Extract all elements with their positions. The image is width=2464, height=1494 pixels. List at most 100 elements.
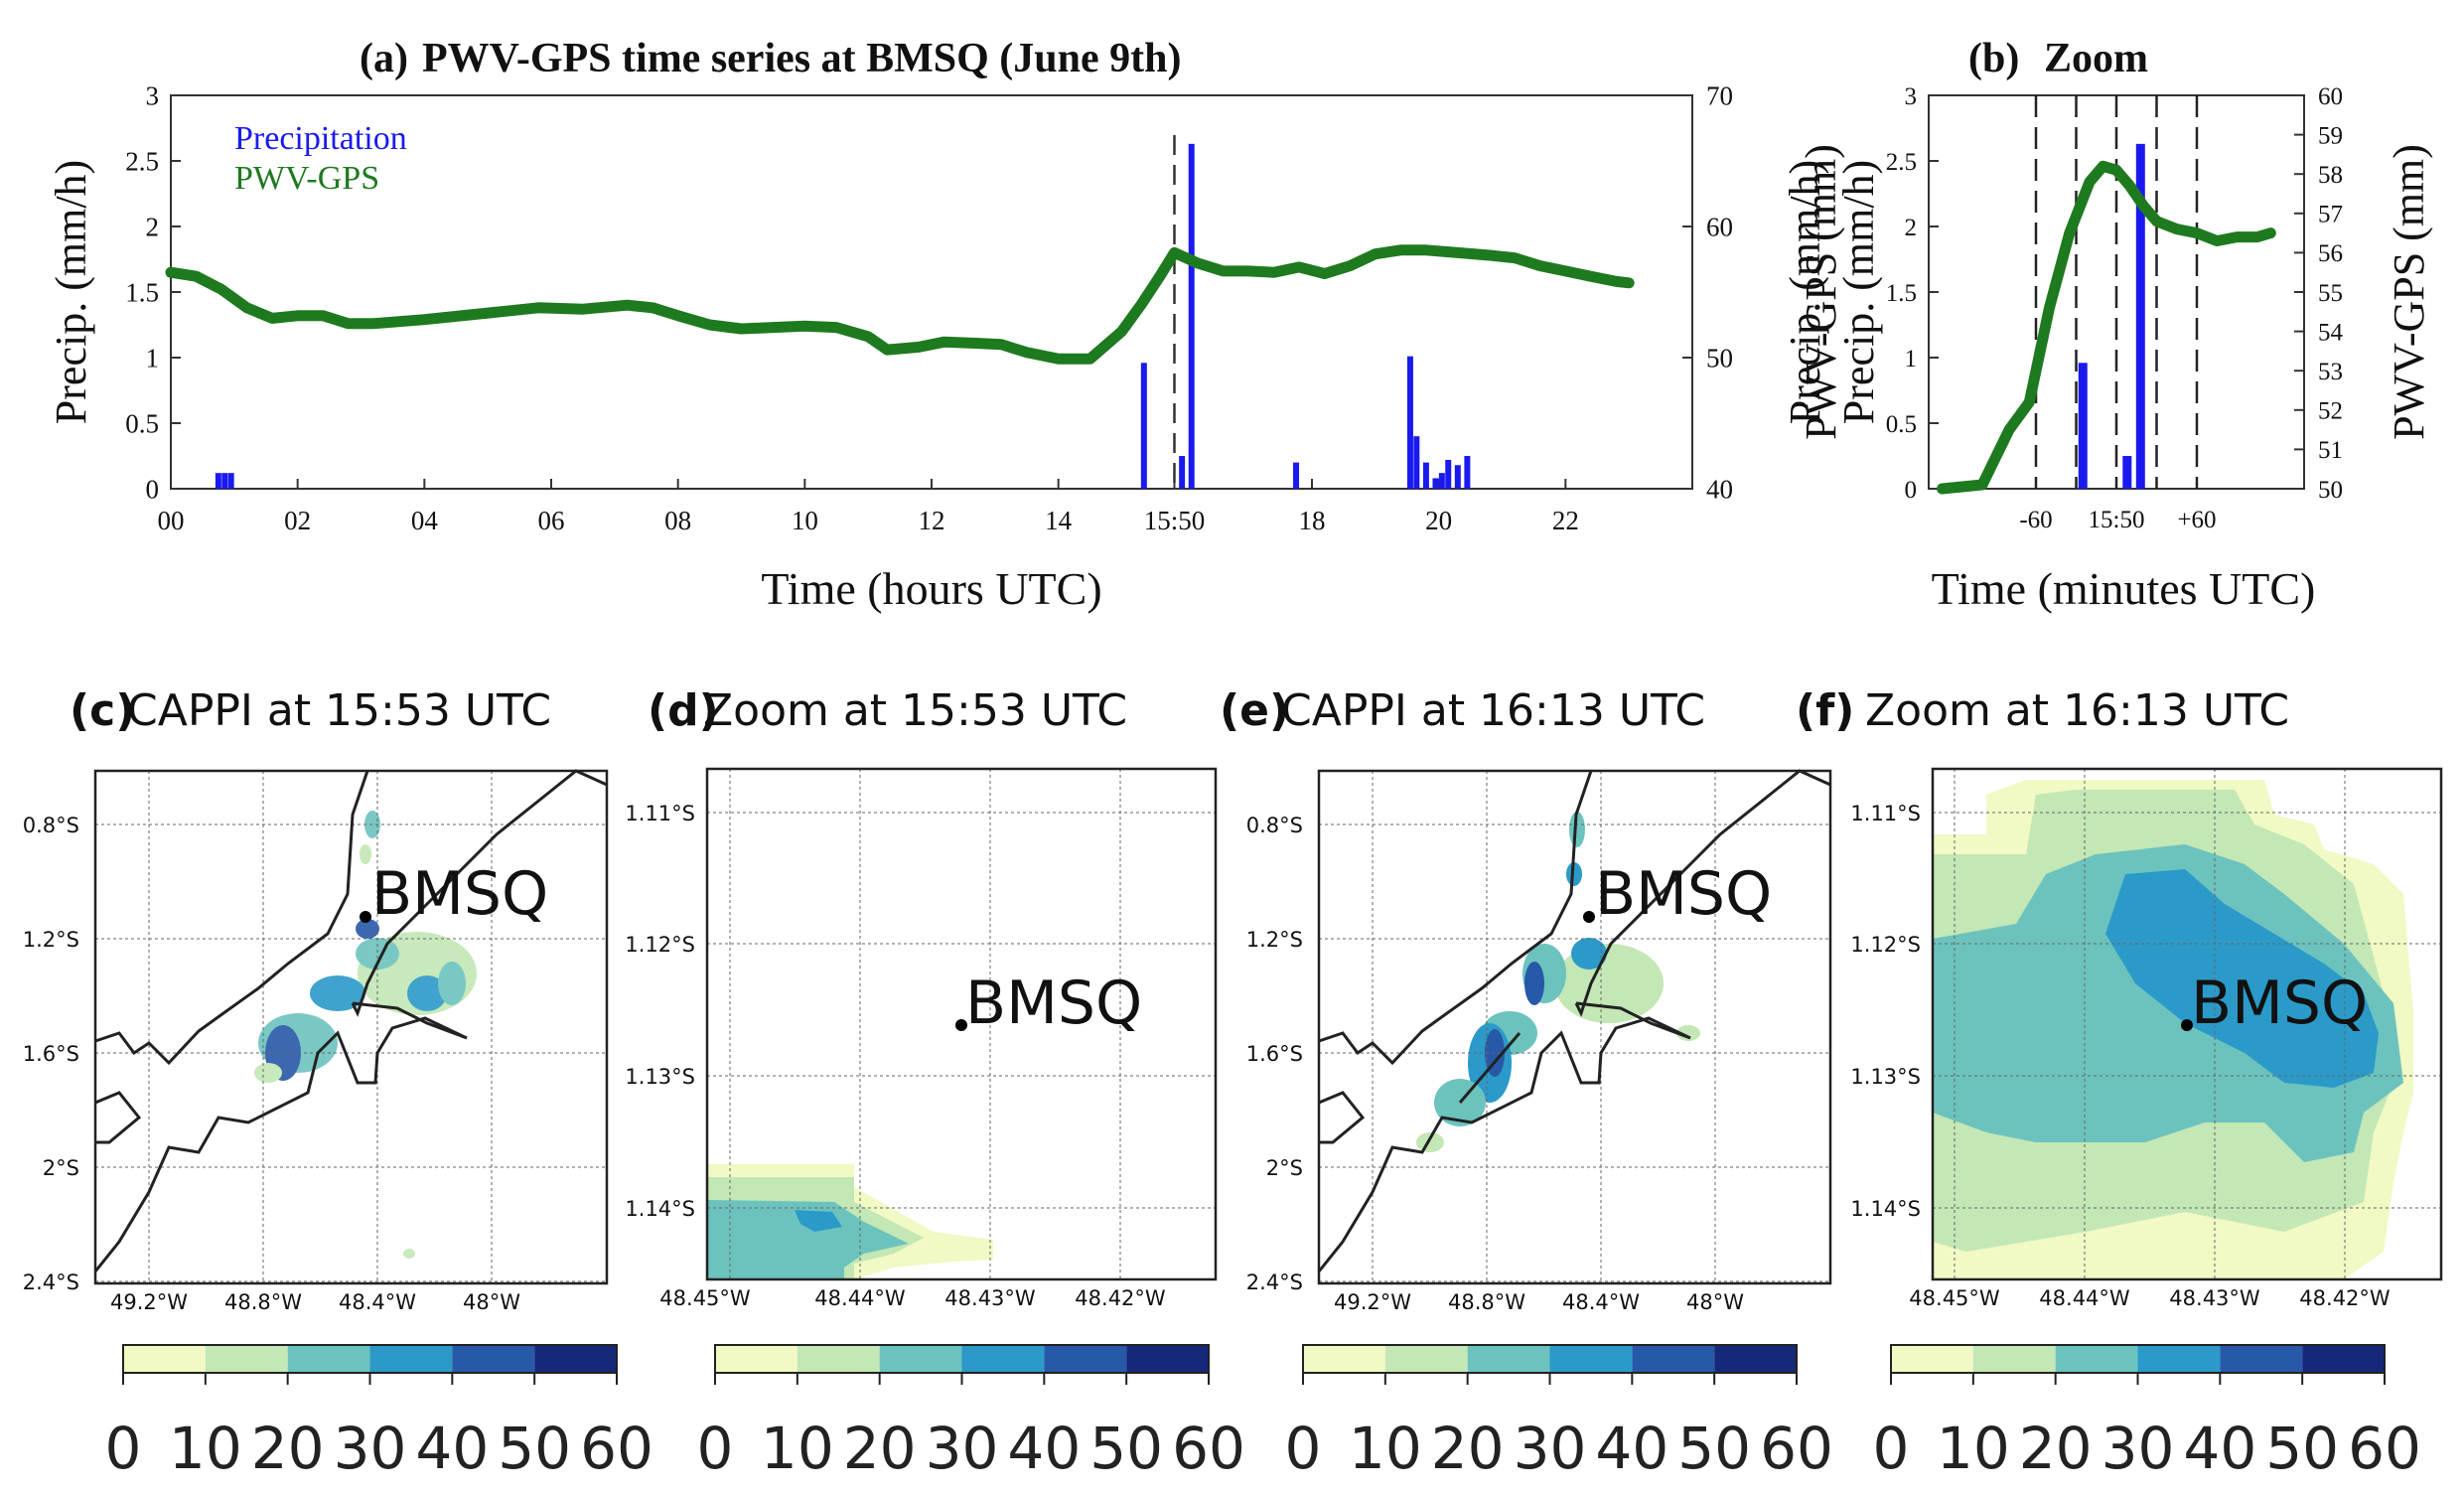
- colorbar-tick-label: 0: [697, 1415, 734, 1482]
- panel-e: (e) CAPPI at 16:13 UTC: [1220, 685, 1832, 1314]
- panel-c-title: CAPPI at 15:53 UTC: [127, 685, 551, 736]
- panel-a-ylabel-left: Precip. (mm/h): [47, 160, 95, 424]
- panel-d-map-frame: [705, 767, 1218, 1281]
- x-tick-label: 00: [158, 506, 185, 535]
- panel-e-label: (e): [1220, 685, 1289, 736]
- x-tick-label: 06: [538, 506, 565, 535]
- precip-bar: [1179, 456, 1186, 489]
- colorbar-segment: [369, 1345, 453, 1373]
- panel-c-map-frame: [93, 769, 609, 1285]
- panel-a-x-ticks: 00 02 04 06 08 10 12 14 15:50 18 20 22: [158, 479, 1579, 535]
- y-left-tick-label: 3: [146, 80, 160, 110]
- colorbar-segment: [1891, 1345, 1973, 1373]
- panel-b-xlabel: Time (minutes UTC): [1932, 563, 2316, 614]
- colorbar-segment: [1126, 1345, 1209, 1373]
- x-tick-label: 04: [411, 506, 439, 535]
- panel-f-lon-tick: 48.42°W: [2299, 1286, 2391, 1310]
- x-tick-label: 15:50: [2089, 507, 2145, 533]
- precip-bar: [227, 473, 234, 489]
- panel-c-station-label: BMSQ: [371, 859, 548, 929]
- panel-d-lat-tick: 1.12°S: [625, 933, 695, 957]
- colorbar-segment: [123, 1345, 206, 1373]
- colorbar: 0 10 20 30 40 50 60: [1285, 1344, 1833, 1482]
- colorbar-tick-label: 40: [415, 1415, 489, 1482]
- colorbar-segment: [287, 1345, 370, 1373]
- panel-f-map-frame: [1931, 767, 2443, 1281]
- panel-b-y-right-ticks: 50 51 52 53 54 55 56 57 58 59 60: [2294, 83, 2344, 504]
- colorbar-segment: [1714, 1345, 1797, 1373]
- y-right-tick-label: 54: [2318, 319, 2344, 346]
- precip-bar: [1413, 436, 1420, 489]
- colorbar-tick-label: 30: [1514, 1415, 1587, 1482]
- colorbar-segment: [879, 1345, 962, 1373]
- panel-b: (b) Zoom 00.511.522.53 50515253545556575…: [1781, 36, 2433, 614]
- panel-f-title: Zoom at 16:13 UTC: [1865, 685, 2289, 736]
- panel-e-title: CAPPI at 16:13 UTC: [1281, 685, 1705, 736]
- y-right-tick-label: 60: [2318, 83, 2343, 110]
- y-left-tick-label: 2.5: [125, 146, 159, 176]
- colorbar-segment: [797, 1345, 880, 1373]
- colorbar-tick-label: 40: [2183, 1415, 2256, 1482]
- panel-f-map: BMSQ 1.11°S 1.12°S 1.13°S 1.14°S 48.45°W…: [1850, 767, 2443, 1310]
- colorbar-tick-label: 0: [105, 1415, 142, 1482]
- colorbar-segment: [2302, 1345, 2385, 1373]
- precip-bar: [1438, 473, 1445, 489]
- panel-e-lat-tick: 1.2°S: [1246, 928, 1303, 952]
- panel-d-echo-l4: [795, 1210, 842, 1232]
- panel-d-grid: [707, 769, 1216, 1279]
- precip-bar: [1445, 459, 1452, 489]
- precip-bar: [1406, 356, 1413, 489]
- legend-pwv: PWV-GPS: [234, 160, 379, 197]
- colorbar-segment: [1044, 1345, 1127, 1373]
- colorbar: 0 10 20 30 40 50 60: [1873, 1344, 2421, 1482]
- panel-e-station-marker: [1583, 911, 1595, 923]
- colorbar-tick-label: 10: [761, 1415, 834, 1482]
- panel-a-y-right-ticks: 40 50 60 70: [1682, 80, 1733, 504]
- x-tick-label: +60: [2177, 507, 2216, 533]
- panel-d: (d) Zoom at 15:53 UTC BMSQ 1.11°S 1.12: [625, 685, 1218, 1310]
- panel-e-lon-tick: 48.8°W: [1448, 1290, 1525, 1314]
- y-right-tick-label: 55: [2318, 280, 2343, 307]
- y-left-tick-label: 0.5: [125, 408, 159, 438]
- panel-c-lat-tick: 2.4°S: [23, 1270, 79, 1294]
- panel-f-lat-tick: 1.13°S: [1850, 1065, 1921, 1089]
- panel-f-station-label: BMSQ: [2191, 969, 2368, 1038]
- colorbar-tick-label: 30: [926, 1415, 999, 1482]
- panel-d-echo-l3: [707, 1200, 909, 1279]
- colorbar-tick-label: 20: [843, 1415, 917, 1482]
- colorbar-tick-label: 0: [1285, 1415, 1322, 1482]
- colorbar-tick-label: 50: [498, 1415, 571, 1482]
- colorbar-segment: [1549, 1345, 1633, 1373]
- panel-c: (c) CAPPI at 15:53 UTC: [23, 685, 609, 1314]
- y-right-tick-label: 51: [2318, 437, 2343, 464]
- panel-d-station-marker: [955, 1019, 967, 1031]
- panel-a: (a) PWV-GPS time series at BMSQ (June 9t…: [47, 36, 1883, 614]
- panel-b-event-lines: [2034, 95, 2199, 489]
- panel-c-grid: [95, 771, 607, 1283]
- colorbar-segment: [1303, 1345, 1385, 1373]
- panel-c-echoes: [254, 811, 477, 1259]
- panel-c-lat-tick: 2°S: [43, 1156, 79, 1180]
- y-left-tick-label: 0: [146, 474, 160, 504]
- panel-a-ylabel-right-overlap: Precip. (mm/h): [1834, 160, 1883, 424]
- y-right-tick-label: 53: [2318, 359, 2343, 385]
- panel-f: (f) Zoom at 16:13 UTC BMSQ 1.11°S 1.12: [1796, 685, 2443, 1310]
- colorbar-segment: [1632, 1345, 1715, 1373]
- y-left-tick-label: 2.5: [1886, 149, 1917, 176]
- panel-e-lat-tick: 1.6°S: [1246, 1042, 1303, 1066]
- panel-f-lon-tick: 48.43°W: [2169, 1286, 2260, 1310]
- y-left-tick-label: 1: [1905, 346, 1918, 373]
- x-tick-label: 15:50: [1144, 506, 1206, 535]
- precip-bar: [221, 473, 228, 489]
- colorbar-tick-label: 60: [2348, 1415, 2421, 1482]
- panel-d-map: BMSQ 1.11°S 1.12°S 1.13°S 1.14°S 48.45°W…: [625, 767, 1218, 1310]
- colorbar-tick-label: 40: [1007, 1415, 1081, 1482]
- panel-f-grid: [1933, 769, 2441, 1279]
- colorbar-segment: [1467, 1345, 1550, 1373]
- panel-f-lat-tick: 1.11°S: [1850, 802, 1921, 825]
- x-tick-label: 12: [919, 506, 945, 535]
- precip-bar: [1422, 462, 1429, 489]
- legend-precipitation: Precipitation: [234, 120, 407, 157]
- colorbar-segment: [715, 1345, 797, 1373]
